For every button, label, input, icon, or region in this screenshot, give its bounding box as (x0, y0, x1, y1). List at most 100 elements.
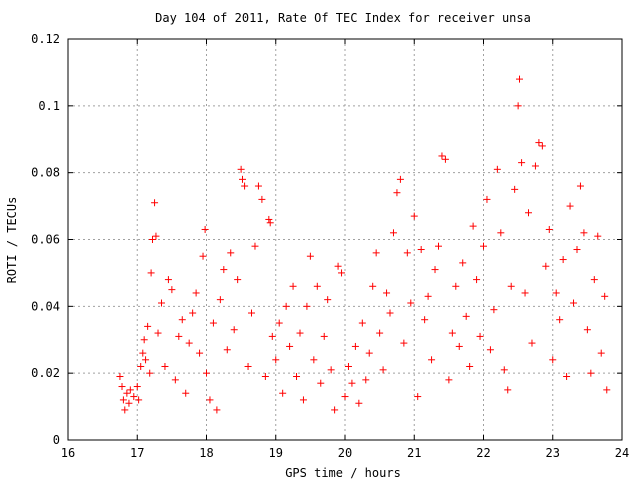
data-point (603, 386, 611, 394)
data-point (306, 252, 314, 260)
data-point (410, 212, 418, 220)
data-point (341, 393, 349, 401)
data-point (254, 182, 262, 190)
data-point (421, 316, 429, 324)
data-point (293, 373, 301, 381)
data-point (334, 262, 342, 270)
x-tick-label: 18 (199, 446, 213, 460)
data-point (146, 369, 154, 377)
data-point (175, 332, 183, 340)
data-points (116, 75, 611, 414)
data-point (351, 342, 359, 350)
data-point (206, 396, 214, 404)
x-tick-label: 20 (338, 446, 352, 460)
data-point (199, 252, 207, 260)
data-point (528, 339, 536, 347)
data-point (542, 262, 550, 270)
data-point (213, 406, 221, 414)
data-point (473, 276, 481, 284)
data-point (216, 296, 224, 304)
data-point (448, 329, 456, 337)
data-point (483, 195, 491, 203)
data-point (365, 349, 373, 357)
data-point (466, 362, 474, 370)
data-point (538, 142, 546, 150)
data-point (338, 269, 346, 277)
data-point (573, 246, 581, 254)
data-point (431, 266, 439, 274)
data-point (476, 332, 484, 340)
data-point (428, 356, 436, 364)
data-point (486, 346, 494, 354)
data-point (556, 316, 564, 324)
data-point (125, 399, 133, 407)
data-point (140, 336, 148, 344)
data-point (196, 349, 204, 357)
data-point (126, 386, 134, 394)
data-point (239, 175, 247, 183)
data-point (493, 165, 501, 173)
data-point (348, 379, 356, 387)
data-point (480, 242, 487, 250)
data-point (469, 222, 477, 230)
data-point (597, 349, 605, 357)
data-point (151, 199, 159, 207)
data-point (192, 289, 200, 297)
data-point (580, 229, 588, 237)
data-point (362, 376, 370, 384)
data-point (389, 229, 397, 237)
data-point (376, 329, 384, 337)
data-point (142, 356, 150, 364)
y-tick-label: 0.08 (31, 166, 60, 180)
data-point (251, 242, 259, 250)
data-point (452, 282, 460, 290)
data-point (313, 282, 321, 290)
grid-lines (68, 39, 622, 440)
data-point (396, 175, 404, 183)
data-point (266, 219, 274, 227)
data-point (168, 286, 176, 294)
data-point (182, 389, 190, 397)
y-axis-label: ROTI / TECUs (5, 197, 19, 284)
x-tick-label: 22 (476, 446, 490, 460)
data-point (403, 249, 411, 257)
data-point (369, 282, 377, 290)
data-point (147, 269, 155, 277)
data-point (203, 369, 210, 377)
y-tick-label: 0.02 (31, 366, 60, 380)
data-point (587, 369, 595, 377)
data-point (317, 379, 325, 387)
data-point (516, 75, 524, 83)
data-point (144, 322, 152, 330)
data-point (234, 276, 242, 284)
data-point (511, 185, 519, 193)
data-point (576, 182, 584, 190)
data-point (445, 376, 453, 384)
data-point (279, 389, 287, 397)
data-point (379, 366, 387, 374)
data-point (386, 309, 394, 317)
data-point (552, 289, 560, 297)
data-point (185, 339, 193, 347)
data-point (438, 152, 446, 160)
data-point (358, 319, 366, 327)
data-point (135, 396, 143, 404)
data-point (244, 362, 252, 370)
data-point (130, 393, 138, 401)
y-tick-label: 0.06 (31, 233, 60, 247)
data-point (268, 332, 276, 340)
data-point (518, 159, 526, 167)
data-point (282, 302, 290, 310)
data-point (227, 249, 235, 257)
data-point (139, 349, 147, 357)
data-point (531, 162, 539, 170)
data-point (258, 195, 266, 203)
data-point (514, 102, 522, 110)
data-point (507, 282, 515, 290)
data-point (324, 296, 332, 304)
data-point (189, 309, 197, 317)
y-tick-label: 0.12 (31, 32, 60, 46)
x-tick-label: 19 (269, 446, 283, 460)
data-point (566, 202, 574, 210)
data-point (261, 373, 269, 381)
